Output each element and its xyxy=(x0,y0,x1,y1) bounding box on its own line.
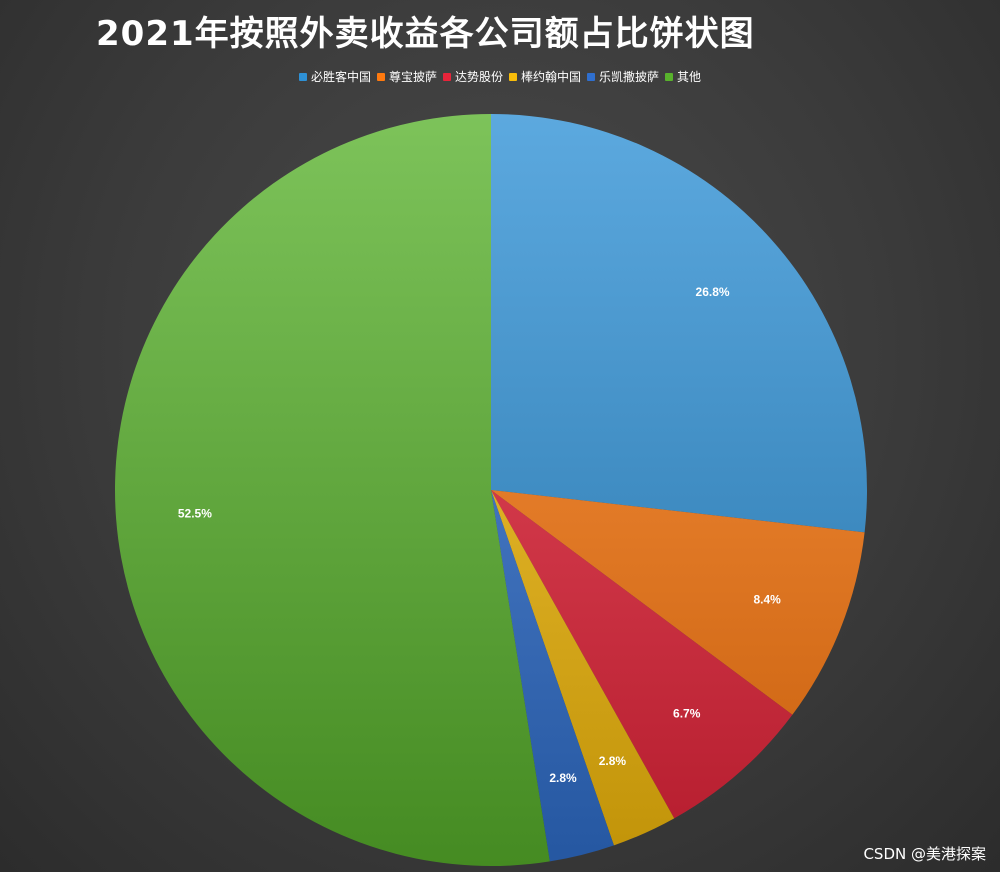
chart-title: 2021年按照外卖收益各公司额占比饼状图 xyxy=(96,14,755,54)
legend-label: 其他 xyxy=(677,70,702,84)
legend-swatch xyxy=(442,72,451,81)
legend-item[interactable]: 达势股份 xyxy=(442,68,503,85)
pie-slice[interactable] xyxy=(491,490,675,846)
slice-value-label: 2.8% xyxy=(549,771,577,785)
legend-swatch xyxy=(665,72,674,81)
slice-value-label: 26.8% xyxy=(696,285,730,299)
legend-label: 达势股份 xyxy=(454,70,503,84)
slice-value-label: 2.8% xyxy=(599,754,627,768)
legend-label: 必胜客中国 xyxy=(310,70,371,84)
pie-slice[interactable] xyxy=(491,114,867,533)
pie-slice[interactable] xyxy=(491,490,793,819)
slice-value-label: 6.7% xyxy=(673,706,701,720)
pie-slice[interactable] xyxy=(491,490,865,715)
legend-item[interactable]: 其他 xyxy=(665,68,701,85)
legend-swatch xyxy=(587,72,596,81)
legend-swatch xyxy=(298,72,307,81)
watermark: CSDN @美港探案 xyxy=(863,845,986,863)
slice-value-label: 8.4% xyxy=(754,592,782,606)
legend-label: 尊宝披萨 xyxy=(388,70,437,84)
legend-item[interactable]: 乐凯撒披萨 xyxy=(587,68,659,85)
legend: 必胜客中国 尊宝披萨 达势股份 棒约翰中国 乐凯撒披萨 其他 xyxy=(0,68,1000,85)
legend-label: 乐凯撒披萨 xyxy=(599,70,660,84)
legend-swatch xyxy=(509,72,517,81)
pie-slice[interactable] xyxy=(491,490,614,862)
legend-item[interactable]: 必胜客中国 xyxy=(298,68,371,85)
legend-swatch xyxy=(376,72,385,81)
legend-item[interactable]: 尊宝披萨 xyxy=(376,68,437,85)
pie-slice[interactable] xyxy=(114,114,550,866)
legend-label: 棒约翰中国 xyxy=(521,70,582,84)
slice-value-label: 52.5% xyxy=(178,506,212,520)
legend-item[interactable]: 棒约翰中国 xyxy=(509,68,581,85)
